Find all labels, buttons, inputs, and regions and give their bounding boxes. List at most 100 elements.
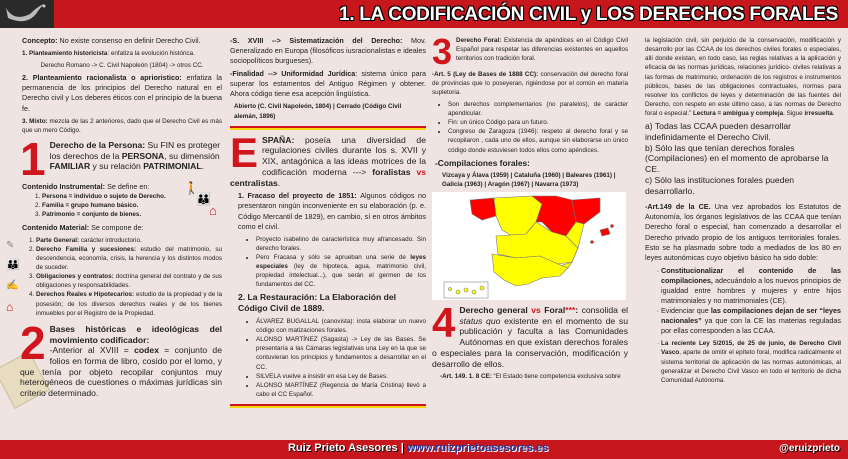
text-run: = conjunto de folios en forma de libro, … <box>20 345 222 399</box>
list-item: SILVELA vuelve a insistir en esa Ley de … <box>256 372 426 381</box>
text-run: Existencia de apéndices en el Código Civ… <box>456 37 628 63</box>
divider-stripe <box>230 125 426 130</box>
derecho-general-vs-foral: Derecho general vs Foral***: consolida e… <box>432 305 628 369</box>
text-run: Lectura = ambigua y compleja <box>692 110 784 117</box>
page-title: 1. LA CODIFICACIÓN CIVIL y LOS DERECHOS … <box>339 4 838 25</box>
text-run: centralistas <box>230 177 278 188</box>
section-number-4: 4 <box>432 298 456 346</box>
interpretation-options: a) Todas las CCAA pueden desarrollar ind… <box>645 121 841 196</box>
text-run: status quo <box>459 315 501 326</box>
text-run: Patrimonio = conjunto de bienes. <box>42 210 142 218</box>
text-run: ÁLVAREZ BUGALLAL (canovista): insta elab… <box>256 317 426 335</box>
spain-foral-map <box>432 191 626 300</box>
house-icon: ⌂ <box>209 202 217 218</box>
text-run: Evidenciar que <box>661 306 711 316</box>
list-item: La reciente Ley 5/2015, de 25 de junio, … <box>661 339 841 385</box>
list-item: Patrimonio = conjunto de bienes. <box>42 210 180 219</box>
map-region-baleares <box>599 227 611 237</box>
section-2: 2 Bases históricas e ideológicas del mov… <box>0 316 222 409</box>
planteamiento-mixto: 3. Mixto: mezcla de las 2 anteriores, da… <box>6 117 222 135</box>
text-run: foralistas <box>372 166 417 177</box>
espana-text: SPAÑA: poseía una diversidad de regulaci… <box>230 135 426 189</box>
text-run: : sistema único para superar los estamen… <box>230 69 426 99</box>
option-item: c) Sólo las instituciones forales pueden… <box>645 175 841 196</box>
concepto: Concepto: No existe consenso en definir … <box>6 36 222 46</box>
abierto-cerrado: Abierto (C. Civil Napoleón, 1804) | Cerr… <box>230 102 426 120</box>
text-run: vs <box>416 166 426 177</box>
list-item: Constitucionalizar el contenido de las c… <box>661 266 841 306</box>
derecho-persona: Derecho de la Persona: Su FIN es protege… <box>20 140 222 172</box>
text-run: . <box>277 177 281 188</box>
objetivos-list: Constitucionalizar el contenido de las c… <box>649 266 841 337</box>
map-region-ibiza <box>590 240 594 244</box>
column-1: Concepto: No existe consenso en definir … <box>0 36 223 409</box>
planteamiento-historicista: 1. Planteamiento historicista: enfatiza … <box>6 49 222 58</box>
text-run: ALONSO MARTÍNEZ (Regencia de María Crist… <box>256 381 426 398</box>
text-run: 2. La Restauración: La Elaboración del C… <box>238 292 397 314</box>
drop-cap-e: E <box>230 128 259 176</box>
divider-stripe <box>230 404 426 409</box>
section-number-2: 2 <box>20 316 46 369</box>
contenido-instrumental-list: Persona = individuo o sujeto de Derecho.… <box>22 192 180 219</box>
text-run: *** <box>565 304 576 315</box>
text-run: conservación del derecho foral de provin… <box>432 70 628 96</box>
text-run: , aparte de omitir el epíteto foral, mod… <box>661 349 841 384</box>
instrumental-icons: 🚶 👪 ⌂ <box>182 182 222 220</box>
text-run: vs <box>531 304 541 315</box>
text-run: Foral <box>540 304 566 315</box>
text-run: , su dimensión <box>164 150 220 161</box>
logo <box>0 0 54 28</box>
text-run: -Finalidad --> Uniformidad Jurídica <box>230 69 356 79</box>
restauracion-list: ÁLVAREZ BUGALLAL (canovista): insta elab… <box>244 317 426 399</box>
footer-brand: Ruiz Prieto Asesores | www.ruizprietoase… <box>288 442 548 454</box>
list-item: Son derechos complementarios (no paralel… <box>448 100 628 118</box>
list-item: Obligaciones y contratos: doctrina gener… <box>36 272 222 290</box>
section-number-1: 1 <box>20 132 46 185</box>
text-run: Su FIN es proteger los derechos de la <box>49 139 221 161</box>
separator: | <box>397 442 407 454</box>
espana-section: E SPAÑA: poseía una diversidad de regula… <box>230 128 426 189</box>
material-icons: ✎ 👪 ✍ ⌂ <box>6 236 22 318</box>
map-region-cataluna <box>571 197 601 225</box>
text-run: doctrina general del contrato y de sus o… <box>36 273 223 290</box>
contenido-instrumental-heading: Contenido Instrumental: Se define en: <box>22 182 180 192</box>
text-run: Se compone de: <box>91 222 144 232</box>
text-run: Concepto: <box>22 36 60 45</box>
list-item: ALONSO MARTÍNEZ (Sagasta) -> Ley de las … <box>256 335 426 372</box>
text-run: . <box>201 161 204 172</box>
contenido-material-list: Parte General: carácter introductorio.De… <box>24 236 222 318</box>
text-run: y su relación <box>90 161 144 172</box>
text-run: Mov. Generalizado en Europa (filosóficos… <box>230 36 426 66</box>
website-link[interactable]: www.ruizprietoasesores.es <box>406 442 549 454</box>
map-region-galicia <box>469 197 497 221</box>
text-run: Derecho Familia y sucesiones: <box>36 245 141 253</box>
text-run: 2. Planteamiento racionalista o aprioris… <box>22 73 187 83</box>
text-run: carácter introductorio. <box>80 236 142 244</box>
text-run: Obligaciones y contratos: <box>36 273 116 281</box>
text-run: SILVELA vuelve a insistir en esa Ley de … <box>256 372 388 380</box>
text-run: “El Estado tiene competencia exclusiva s… <box>493 373 621 381</box>
text-run: -Art. 149. 1. 8 CE: <box>440 373 494 381</box>
text-run: Se define en: <box>107 181 150 191</box>
restauracion-heading: 2. La Restauración: La Elaboración del C… <box>230 292 426 313</box>
person-icon: 🚶 <box>184 180 199 195</box>
section-1: 1 Derecho de la Persona: Su FIN es prote… <box>6 132 222 185</box>
text-run: FAMILIAR <box>49 161 91 172</box>
text-run: enfatiza la permanencia de los principio… <box>22 73 223 113</box>
text-run: poseía una diversidad de regulaciones ci… <box>262 134 426 177</box>
list-item: Fin: un único Código para un futuro. <box>448 118 628 127</box>
option-item: b) Sólo las que tenían derechos forales … <box>645 143 841 175</box>
text-run: existente en el momento de su publicació… <box>432 315 629 369</box>
text-run: Derechos Reales e Hipotecarios: <box>36 291 136 299</box>
derecho-foral: Derecho Foral: Existencia de apéndices e… <box>432 36 628 63</box>
text-run: consolida el <box>581 304 629 315</box>
section-4: 4 Derecho general vs Foral***: consolida… <box>432 298 628 369</box>
text-run: c) Sólo las instituciones forales pueden… <box>645 174 795 196</box>
twitter-handle[interactable]: @eruizprieto <box>779 443 840 454</box>
text-run: Contenido Material: <box>22 222 92 232</box>
text-run: Algunos códigos no presentaron ningún in… <box>238 191 426 231</box>
family-icon: 👪 <box>196 191 211 206</box>
column-4: la legislación civil, sin perjuicio de l… <box>645 36 841 385</box>
map-region-east <box>558 221 585 269</box>
text-run: -Art.149 de la CE. <box>645 202 715 212</box>
